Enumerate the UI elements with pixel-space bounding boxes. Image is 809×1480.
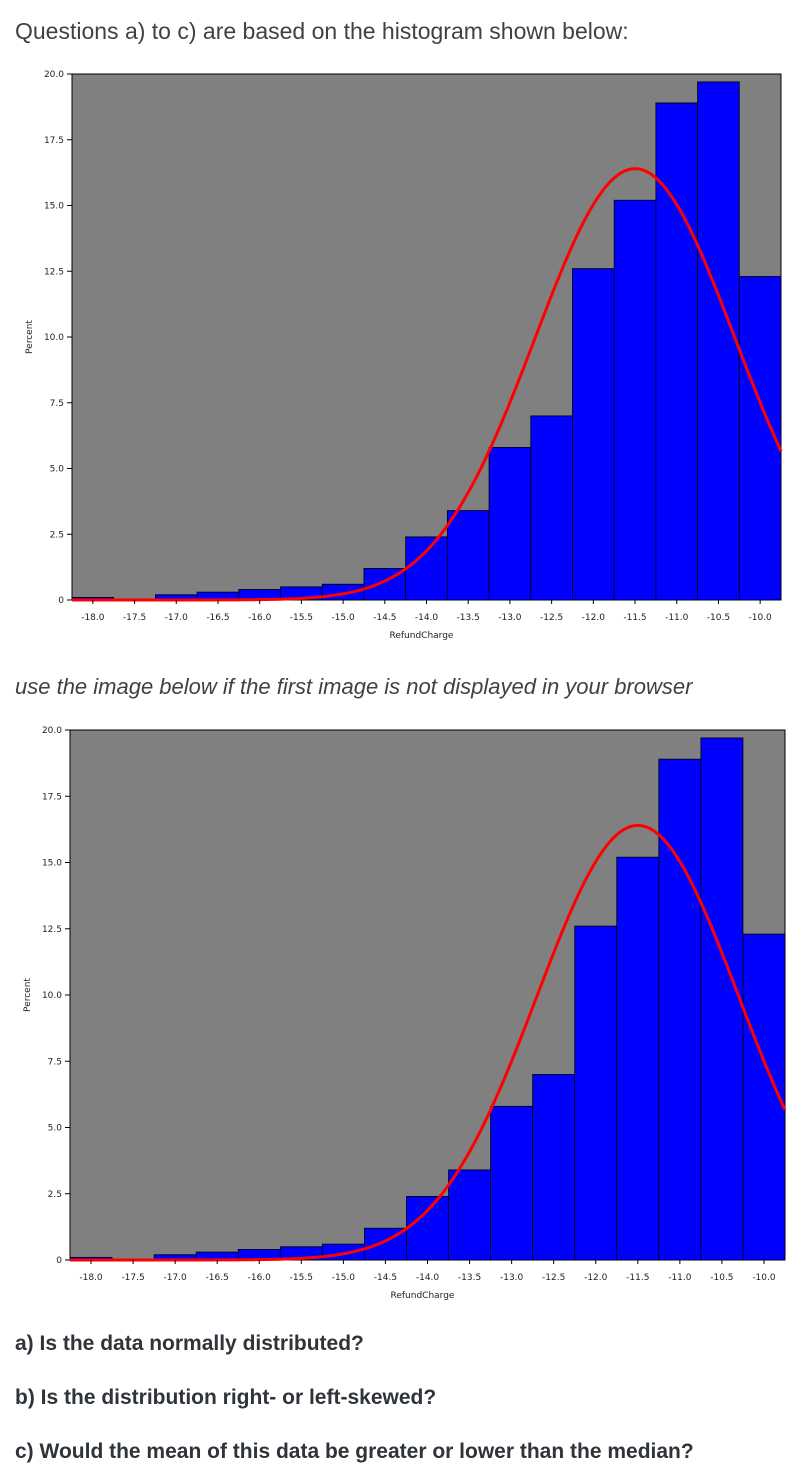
c1-x-tick-label-14: -11.0	[665, 613, 689, 623]
c1-bar-9	[446, 510, 490, 601]
c1-y-axis-label: Percent	[25, 320, 35, 354]
c1-x-tick-label-15: -10.5	[707, 613, 730, 623]
c2-y-tick-label-1: 2.5	[48, 1190, 62, 1200]
c1-x-tick-label-2: -17.0	[165, 613, 189, 623]
c2-y-tick-label-3: 7.5	[48, 1057, 62, 1067]
question-a: a) Is the data normally distributed?	[15, 1332, 364, 1355]
c1-y-tick-label-8: 20.0	[44, 70, 64, 80]
c1-x-tick-label-1: -17.5	[123, 613, 146, 623]
c2-x-tick-label-4: -16.0	[248, 1273, 272, 1283]
c2-bar-8	[406, 1195, 449, 1261]
histogram-chart-fallback: 0 2.5 5.0 7.5 10.0 12.5 15.0 17.5 20.0 -18.0 -17.5…	[23, 726, 787, 1301]
c1-bar-11	[530, 415, 573, 601]
c1-x-axis-label: RefundCharge	[390, 631, 454, 641]
c1-x-tick-label-9: -13.5	[457, 613, 480, 623]
c2-bar-10	[490, 1105, 534, 1261]
intro-text: Questions a) to c) are based on the hist…	[15, 18, 629, 44]
c1-bar-15	[697, 81, 740, 601]
histogram-chart-primary: 0 2.5 5.0 7.5 10.0 12.5 15.0 17.5 20.0 -18.0 -17.5…	[25, 70, 783, 641]
c2-x-tick-label-15: -10.5	[710, 1273, 733, 1283]
question-c: c) Would the mean of this data be greate…	[15, 1440, 694, 1463]
c1-x-tick-label-3: -16.5	[206, 613, 229, 623]
c2-x-tick-label-10: -13.0	[500, 1273, 524, 1283]
c1-y-tick-label-5: 12.5	[44, 267, 64, 277]
c1-x-tick-label-5: -15.5	[290, 613, 313, 623]
c2-y-tick-label-7: 17.5	[42, 792, 62, 802]
c2-bar-13	[616, 856, 660, 1261]
question-b: b) Is the distribution right- or left-sk…	[15, 1386, 437, 1409]
c2-x-axis-label: RefundCharge	[391, 1291, 455, 1301]
c1-x-tick-label-12: -12.0	[582, 613, 606, 623]
c2-bar-12	[574, 925, 618, 1261]
c2-x-tick-label-5: -15.5	[290, 1273, 313, 1283]
c2-x-tick-label-0: -18.0	[79, 1273, 103, 1283]
c1-bar-8	[405, 536, 448, 601]
c2-y-tick-label-8: 20.0	[42, 726, 62, 736]
c2-y-tick-label-6: 15.0	[42, 859, 62, 869]
c2-bar-11	[532, 1074, 576, 1261]
c1-y-tick-label-7: 17.5	[44, 136, 64, 146]
c2-bar-15	[700, 737, 744, 1261]
c2-bar-9	[448, 1169, 491, 1261]
c1-x-tick-label-0: -18.0	[81, 613, 105, 623]
c2-y-axis-label: Percent	[23, 978, 33, 1012]
c2-x-tick-label-3: -16.5	[206, 1273, 229, 1283]
c2-x-tick-label-9: -13.5	[458, 1273, 481, 1283]
c1-y-tick-label-4: 10.0	[44, 333, 64, 343]
c1-bar-13	[613, 199, 657, 601]
c2-x-tick-label-12: -12.0	[584, 1273, 608, 1283]
fallback-note: use the image below if the first image i…	[15, 674, 693, 699]
c1-x-tick-label-8: -14.0	[415, 613, 439, 623]
c2-normal-curve	[70, 823, 787, 1262]
c1-x-tick-label-7: -14.5	[373, 613, 396, 623]
c2-x-tick-label-13: -11.5	[626, 1273, 649, 1283]
c2-y-tick-label-0: 0	[56, 1256, 62, 1266]
c1-x-tick-label-13: -11.5	[623, 613, 646, 623]
c2-bar-14	[658, 758, 702, 1261]
c2-x-tick-label-8: -14.0	[416, 1273, 440, 1283]
c1-bar-12	[572, 268, 615, 601]
c2-x-tick-label-6: -15.0	[332, 1273, 356, 1283]
c1-x-tick-label-6: -15.0	[331, 613, 355, 623]
c1-y-tick-label-2: 5.0	[50, 465, 65, 475]
c2-y-tick-label-5: 12.5	[42, 925, 62, 935]
c1-normal-curve	[72, 167, 783, 602]
c2-x-tick-label-2: -17.0	[163, 1273, 187, 1283]
c2-x-tick-label-14: -11.0	[668, 1273, 692, 1283]
c1-x-tick-label-11: -12.5	[540, 613, 563, 623]
c1-bar-10	[488, 447, 532, 601]
c2-y-tick-label-4: 10.0	[42, 991, 62, 1001]
c1-x-tick-label-10: -13.0	[498, 613, 522, 623]
c1-y-tick-label-6: 15.0	[44, 202, 64, 212]
c1-x-tick-label-4: -16.0	[248, 613, 272, 623]
c1-bar-14	[655, 102, 698, 601]
c2-y-tick-label-2: 5.0	[48, 1124, 63, 1134]
c2-x-tick-label-7: -14.5	[374, 1273, 397, 1283]
c2-x-tick-label-16: -10.0	[752, 1273, 776, 1283]
c1-y-tick-label-1: 2.5	[50, 530, 64, 540]
c1-y-tick-label-3: 7.5	[50, 399, 64, 409]
c2-x-tick-label-11: -12.5	[542, 1273, 565, 1283]
c1-x-tick-label-16: -10.0	[748, 613, 772, 623]
c1-y-tick-label-0: 0	[58, 596, 64, 606]
c2-x-tick-label-1: -17.5	[121, 1273, 144, 1283]
